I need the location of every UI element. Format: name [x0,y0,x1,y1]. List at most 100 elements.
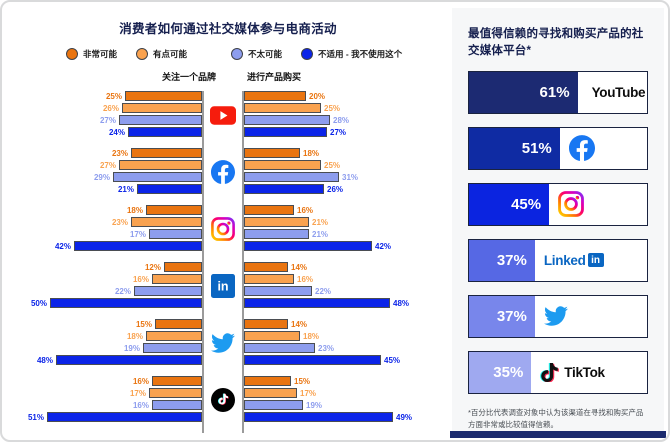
bar-segment [119,160,202,170]
trust-row-facebook: 51% [468,126,648,170]
bar-segment [134,286,202,296]
trust-row-instagram: 45% [468,182,648,226]
bar-segment [149,229,202,239]
bar-row: 49% [244,412,454,422]
youtube-logo: YouTube [587,85,646,100]
bar-segment [244,298,390,308]
bar-row: 50% [2,298,202,308]
bar-row: 18% [2,205,202,215]
bar-segment [119,115,202,125]
bar-value-label: 14% [291,262,308,272]
legend-item: 不适用 - 我不使用这个 [301,48,402,60]
bar-row: 25% [244,160,454,170]
trust-logo-cell: TikTok [531,352,647,393]
bar-value-label: 21% [312,217,329,227]
bar-row: 23% [2,148,202,158]
bar-segment [244,355,381,365]
platform-icon-column [202,91,244,148]
bar-value-label: 25% [324,103,341,113]
bar-segment [50,298,202,308]
bar-value-label: 22% [114,286,131,296]
legend-dot-very-likely-icon [66,48,78,60]
trust-rows: 61% YouTube 51% 45% 37% Linked in 37% 35% TikTok [468,70,648,394]
bar-row: 14% [244,262,454,272]
bar-segment [244,103,321,113]
bar-value-label: 16% [297,205,314,215]
instagram-icon [558,191,584,217]
bottom-accent-strip [450,431,666,438]
follow-brand-bars: 23% 27% 29% 21% [2,148,202,205]
bar-segment [244,127,327,137]
bar-value-label: 17% [129,388,146,398]
bar-segment [74,241,202,251]
trust-row-linkedin: 37% Linked in [468,238,648,282]
bar-row: 27% [2,160,202,170]
bar-value-label: 42% [375,241,392,251]
bar-segment [149,388,202,398]
bar-value-label: 48% [36,355,53,365]
purchase-bars: 15% 17% 19% 49% [244,376,454,433]
bar-segment [125,91,202,101]
bar-value-label: 16% [132,376,149,386]
follow-brand-bars: 16% 17% 16% 51% [2,376,202,433]
bar-value-label: 31% [342,172,359,182]
bar-row: 16% [2,376,202,386]
bar-value-label: 48% [393,298,410,308]
tiktok-icon [211,388,235,412]
bar-value-label: 14% [291,319,308,329]
bar-row: 17% [2,388,202,398]
bar-row: 51% [2,412,202,422]
bar-row: 27% [244,127,454,137]
column-headers: 关注一个品牌 进行产品购买 [2,70,454,84]
bar-row: 24% [2,127,202,137]
trust-logo-cell [560,128,647,169]
platform-icon-column [202,376,244,433]
trust-bar-fill: 51% [469,127,560,169]
bar-value-label: 16% [132,274,149,284]
bar-segment [244,388,297,398]
bar-value-label: 18% [303,331,320,341]
bar-segment [244,160,321,170]
bar-segment [244,319,288,329]
legend-item: 不太可能 [231,48,282,60]
purchase-bars: 14% 16% 22% 48% [244,262,454,319]
bar-value-label: 16% [297,274,314,284]
trust-bar-fill: 45% [469,183,550,225]
bar-row: 12% [2,262,202,272]
bar-row: 18% [2,331,202,341]
bar-row: 26% [2,103,202,113]
trust-value-label: 37% [496,251,527,269]
bar-segment [244,412,393,422]
trust-row-twitter: 37% [468,294,648,338]
legend-dot-somewhat-likely-icon [136,48,149,60]
bar-value-label: 16% [132,400,149,410]
bar-segment [244,241,372,251]
purchase-bars: 18% 25% 31% 26% [244,148,454,205]
bar-segment [244,172,339,182]
bar-value-label: 26% [327,184,344,194]
legend-item: 非常可能 [66,48,117,60]
linkedin-icon: in [211,274,235,298]
linkedin-wordmark: Linked [543,252,586,268]
platform-group-youtube: 25% 26% 27% 24% 20% 25% 28% 27% [2,91,454,148]
bar-row: 27% [2,115,202,125]
bar-row: 18% [244,148,454,158]
bar-row: 17% [2,229,202,239]
bar-row: 15% [2,319,202,329]
bar-value-label: 19% [306,400,323,410]
bar-segment [152,274,202,284]
trust-bar-fill: 37% [469,295,535,337]
legend-label: 不适用 - 我不使用这个 [318,49,403,59]
bar-segment [244,400,303,410]
bar-segment [244,286,312,296]
bar-segment [152,376,202,386]
bar-segment [143,343,202,353]
platform-group-linkedin: 12% 16% 22% 50% in 14% 16% 22% 48% [2,262,454,319]
chart-title: 消费者如何通过社交媒体参与电商活动 [119,22,337,36]
bar-row: 16% [2,274,202,284]
legend-item: 有点可能 [136,48,187,60]
trust-logo-cell [535,296,647,337]
tiktok-logo: TikTok [540,362,605,382]
bar-row: 23% [2,217,202,227]
bar-segment [56,355,202,365]
